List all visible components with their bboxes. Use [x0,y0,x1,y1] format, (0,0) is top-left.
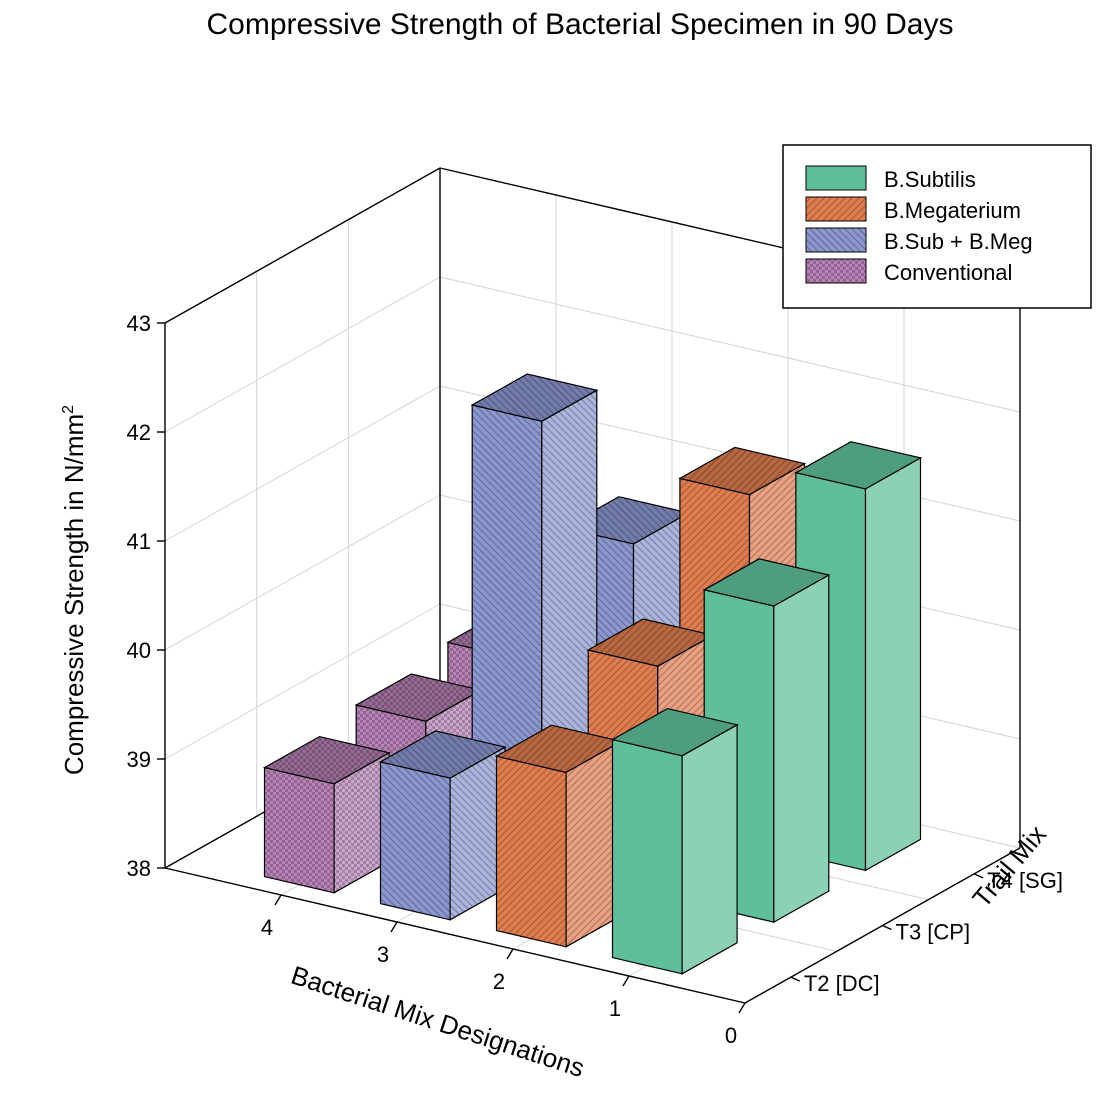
y-tick-label: 38 [127,856,151,881]
z-tick [973,873,984,879]
bars [262,373,923,975]
x-tick [506,948,514,960]
y-tick-label: 43 [127,311,151,336]
legend-label: B.Megaterium [884,198,1021,223]
legend-swatch-pattern [805,196,867,222]
z-tick [882,924,892,931]
x-tick-label: 3 [377,942,389,967]
legend-swatch-pattern [805,258,867,284]
x-tick [738,1002,746,1014]
bar [610,707,739,975]
x-tick-label: 0 [725,1023,737,1048]
z-tick [790,976,801,982]
legend-swatch-pattern [805,227,867,253]
bar-top-face-pattern [262,735,391,785]
z-tick-label: T4 [SG] [987,868,1063,893]
legend-label: B.Subtilis [884,167,976,192]
x-tick-label: 4 [261,915,273,940]
y-axis-label: Compressive Strength in N/mm2 [59,405,89,775]
x-axis-line [164,867,746,1004]
x-tick [274,894,282,906]
x-tick-label: 2 [493,969,505,994]
x-tick [622,975,630,987]
grid-line [164,603,441,760]
y-tick-label: 41 [127,529,151,554]
grid-line [164,385,441,542]
legend-item: B.Subtilis [805,165,976,192]
z-tick-label: T2 [DC] [804,971,880,996]
legend: B.Subtilis B.Megaterium B.Sub + B.Meg Conve… [782,144,1092,309]
bar [494,724,623,948]
bar [378,730,507,921]
grid-line [439,276,1021,413]
y-tick-label: 42 [127,420,151,445]
bar-top-face-pattern [794,441,923,490]
x-axis-label: Bacterial Mix Designations [287,960,588,1083]
bar-top-face-pattern [378,730,507,779]
legend-label: Conventional [884,260,1012,285]
y-axis-label-superscript: 2 [60,405,77,414]
bar [262,735,391,894]
y-tick-label: 39 [127,747,151,772]
chart-title: Compressive Strength of Bacterial Specim… [206,8,953,41]
legend-label: B.Sub + B.Meg [884,229,1033,254]
grid-line [164,494,441,651]
y-tick-label: 40 [127,638,151,663]
bar-top-face-pattern [702,558,831,607]
bar-top-face-pattern [678,446,807,496]
legend-item: B.Sub + B.Meg [805,227,1033,254]
bar-side-face-pattern [681,723,738,975]
bar-side-face-pattern [773,573,830,924]
bar-top-face-pattern [470,373,599,422]
bar-front-face-pattern [495,755,567,948]
bar-top-face-pattern [610,707,739,757]
bar-side-face-pattern [864,456,922,872]
y-axis-label-main: Compressive Strength in N/mm [59,414,89,775]
x-tick-label: 1 [609,996,621,1021]
bar-front-face-pattern [263,766,335,894]
grid-line [164,276,441,433]
box-edge [164,167,441,324]
legend-item: B.Megaterium [805,196,1021,223]
z-axis-label: Trail Mix [966,819,1051,913]
bar-front-face-pattern [611,738,683,975]
legend-swatch-pattern [805,165,867,191]
legend-item: Conventional [805,258,1012,285]
z-tick-label: T3 [CP] [896,920,971,945]
bar-front-face-pattern [379,761,451,921]
bar [702,558,831,924]
x-tick [390,921,398,933]
